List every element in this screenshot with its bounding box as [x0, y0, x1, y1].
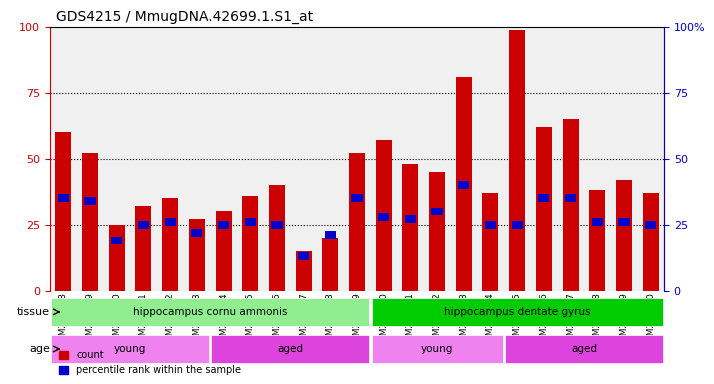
Legend: count, percentile rank within the sample: count, percentile rank within the sample [55, 346, 245, 379]
Bar [509, 30, 526, 291]
Bar [592, 218, 603, 226]
Text: GDS4215 / MmugDNA.42699.1.S1_at: GDS4215 / MmugDNA.42699.1.S1_at [56, 10, 313, 25]
Text: young: young [421, 344, 453, 354]
Text: tissue: tissue [17, 307, 50, 317]
Bar [456, 77, 472, 291]
Bar [511, 221, 523, 228]
Bar [58, 194, 69, 202]
Text: young: young [114, 344, 146, 354]
Bar [538, 194, 550, 202]
Bar [325, 231, 336, 239]
FancyBboxPatch shape [51, 298, 369, 326]
FancyBboxPatch shape [51, 335, 208, 363]
Bar [618, 218, 630, 226]
Bar [162, 198, 178, 291]
Bar [271, 221, 283, 228]
Bar [136, 206, 151, 291]
Bar [429, 172, 445, 291]
FancyBboxPatch shape [372, 335, 503, 363]
Bar [55, 132, 71, 291]
Bar [322, 238, 338, 291]
Bar [643, 193, 659, 291]
FancyBboxPatch shape [211, 335, 369, 363]
Bar [84, 197, 96, 205]
Bar [589, 190, 605, 291]
Text: hippocampus dentate gyrus: hippocampus dentate gyrus [444, 307, 590, 317]
Bar [376, 140, 392, 291]
Bar [188, 219, 205, 291]
Bar [164, 218, 176, 226]
Text: age: age [29, 344, 50, 354]
Bar [536, 127, 552, 291]
Bar [458, 181, 469, 189]
Text: aged: aged [571, 344, 597, 354]
Bar [645, 221, 656, 228]
Bar [242, 196, 258, 291]
Bar [296, 251, 311, 291]
Bar [405, 215, 416, 223]
Bar [245, 218, 256, 226]
Bar [563, 119, 578, 291]
Bar [269, 185, 285, 291]
Bar [616, 180, 632, 291]
Bar [351, 194, 363, 202]
Text: hippocampus cornu ammonis: hippocampus cornu ammonis [133, 307, 288, 317]
Bar [431, 207, 443, 215]
Bar [191, 228, 203, 237]
Text: aged: aged [277, 344, 303, 354]
Bar [378, 213, 389, 221]
Bar [216, 212, 231, 291]
Bar [403, 164, 418, 291]
Bar [483, 193, 498, 291]
Bar [109, 225, 125, 291]
Bar [485, 221, 496, 228]
Bar [298, 252, 309, 260]
FancyBboxPatch shape [372, 298, 663, 326]
Bar [218, 221, 229, 228]
FancyBboxPatch shape [506, 335, 663, 363]
Bar [82, 154, 98, 291]
Bar [565, 194, 576, 202]
Bar [111, 237, 122, 245]
Bar [138, 221, 149, 228]
Bar [349, 154, 365, 291]
